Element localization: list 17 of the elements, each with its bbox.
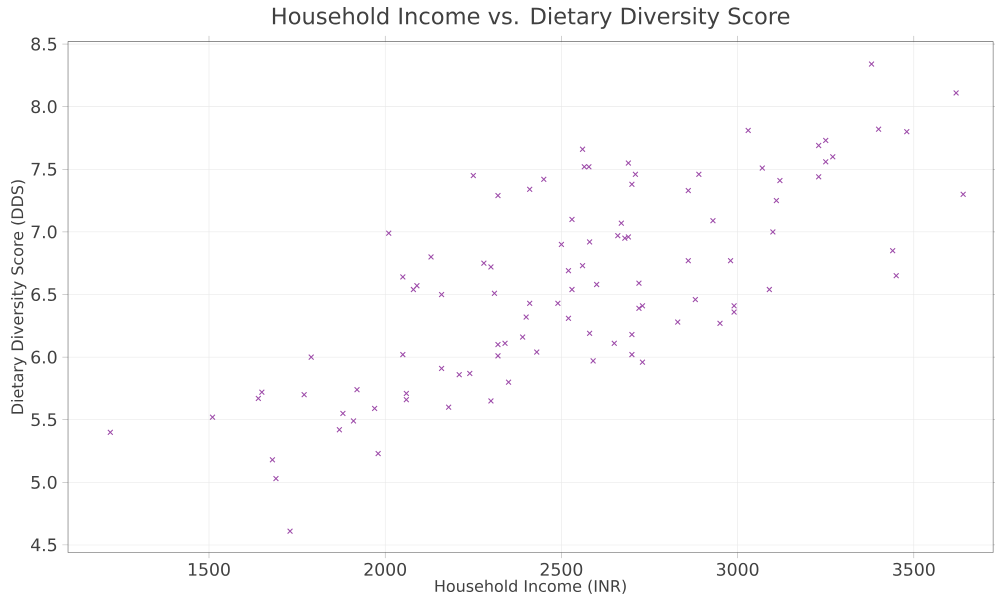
y-axis-title: Dietary Diversity Score (DDS) — [10, 180, 26, 414]
y-tick-label: 5.0 — [32, 476, 57, 489]
y-tick-label: 6.0 — [31, 350, 57, 364]
x-tick-label: 2500 — [540, 562, 582, 576]
y-tick-label: 8.0 — [31, 100, 57, 114]
x-tick-label: 2000 — [364, 562, 406, 576]
x-axis-title: Household Income (INR) — [436, 580, 626, 594]
y-tick-label: 8.5 — [31, 38, 56, 51]
x-tick-label: 3500 — [893, 562, 935, 576]
y-tick-label: 5.5 — [32, 413, 56, 426]
y-tick-label: 7.5 — [32, 162, 56, 176]
y-tick-label: 4.5 — [31, 538, 56, 552]
chart-title: Household Income vs. Dietary Diversity Score — [272, 7, 790, 29]
x-tick-label: 1500 — [188, 562, 230, 576]
y-tick-label: 6.5 — [31, 288, 56, 302]
x-tick-label: 3000 — [716, 562, 758, 576]
y-tick-label: 7.0 — [32, 225, 57, 239]
